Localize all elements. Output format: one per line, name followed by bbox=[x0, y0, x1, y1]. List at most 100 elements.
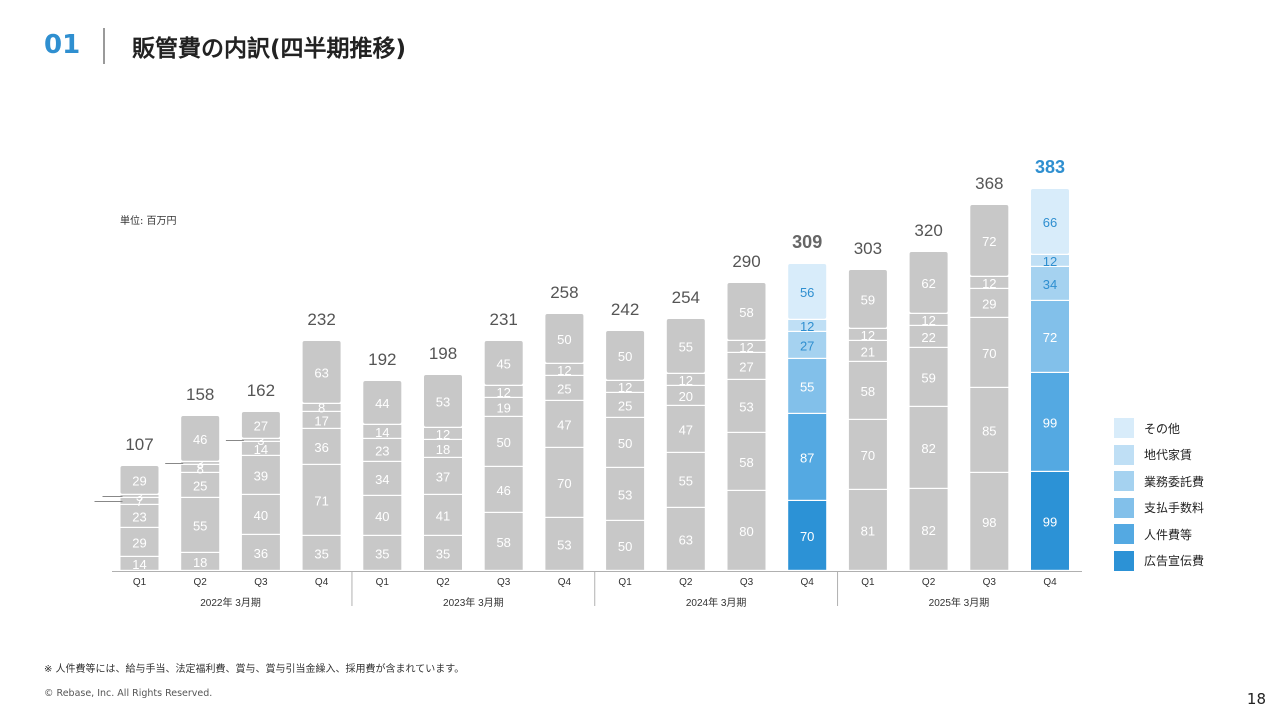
section-number: 01 bbox=[44, 30, 81, 60]
legend-swatch bbox=[1114, 550, 1134, 571]
segment-label: 55 bbox=[679, 340, 693, 355]
bar-segment bbox=[848, 490, 887, 570]
segment-label: 40 bbox=[375, 509, 389, 524]
segment-label: 20 bbox=[679, 389, 693, 404]
segment-label: 34 bbox=[1043, 277, 1057, 292]
bar-total-label: 309 bbox=[792, 232, 822, 252]
segment-label: 27 bbox=[739, 360, 753, 375]
bar-segment bbox=[970, 205, 1009, 276]
quarter-tick-label: Q1 bbox=[618, 577, 632, 588]
segment-label: 46 bbox=[496, 483, 510, 498]
segment-label: 25 bbox=[557, 382, 571, 397]
bar-segment bbox=[788, 264, 827, 319]
bar-segment bbox=[606, 331, 645, 380]
bar-segment bbox=[241, 456, 280, 494]
bar-segment bbox=[788, 332, 827, 358]
bar-segment bbox=[484, 417, 523, 466]
segment-label: 41 bbox=[436, 509, 450, 524]
bar-segment bbox=[1031, 301, 1069, 372]
legend-label: 広告宣伝費 bbox=[1144, 554, 1205, 569]
segment-label: 81 bbox=[861, 524, 875, 539]
segment-label: 58 bbox=[861, 384, 875, 399]
bar-segment bbox=[120, 495, 159, 497]
legend-item: 広告宣伝費 bbox=[1114, 550, 1205, 571]
segment-label: 98 bbox=[982, 515, 996, 530]
segment-label: 25 bbox=[193, 479, 207, 494]
segment-label: 27 bbox=[254, 419, 268, 434]
bar-segment bbox=[120, 466, 159, 494]
segment-label: 12 bbox=[496, 385, 510, 400]
bar-segment bbox=[424, 375, 462, 427]
quarter-tick-label: Q2 bbox=[436, 577, 450, 588]
bar-segment bbox=[363, 425, 402, 438]
segment-label: 53 bbox=[618, 488, 632, 503]
bar-segment bbox=[727, 341, 766, 352]
page-title: 販管費の内訳(四半期推移) bbox=[132, 36, 407, 62]
quarter-tick-label: Q2 bbox=[679, 577, 693, 588]
bar-segment bbox=[545, 364, 584, 375]
bar-segment bbox=[363, 462, 402, 495]
bar-segment bbox=[788, 501, 827, 570]
legend-label: 業務委託費 bbox=[1144, 474, 1205, 489]
bar-segment bbox=[788, 359, 827, 413]
bar-segment bbox=[120, 505, 159, 527]
bar-segment bbox=[241, 442, 280, 455]
bar-segment bbox=[970, 388, 1009, 472]
bar-segment bbox=[181, 553, 220, 570]
legend-label: 支払手数料 bbox=[1144, 501, 1205, 516]
bar-segment bbox=[970, 277, 1009, 288]
segment-label: 34 bbox=[375, 472, 389, 487]
bar-segment bbox=[302, 465, 341, 535]
segment-label: 12 bbox=[739, 340, 753, 355]
bar-total-label: 231 bbox=[490, 310, 518, 329]
bar-segment bbox=[727, 433, 766, 490]
quarter-tick-label: Q3 bbox=[740, 577, 754, 588]
bar-segment bbox=[1031, 373, 1069, 471]
segment-label: 37 bbox=[436, 470, 450, 485]
segment-label: 12 bbox=[557, 363, 571, 378]
legend-swatch bbox=[1114, 471, 1134, 492]
bar-segment bbox=[545, 314, 584, 363]
segment-label: 87 bbox=[800, 451, 814, 466]
legend-item: 地代家賃 bbox=[1114, 444, 1204, 465]
segment-label: 22 bbox=[921, 330, 935, 345]
segment-label: 17 bbox=[314, 414, 328, 429]
bar-segment bbox=[302, 429, 341, 464]
bar-segment bbox=[181, 462, 220, 464]
legend-swatch bbox=[1114, 524, 1134, 545]
bar-segment bbox=[545, 448, 584, 517]
bar-segment bbox=[484, 398, 523, 416]
bar-segment bbox=[545, 401, 584, 447]
segment-label: 19 bbox=[496, 401, 510, 416]
bar-segment bbox=[302, 412, 341, 428]
legend-swatch bbox=[1114, 444, 1134, 465]
segment-label: 12 bbox=[982, 276, 996, 291]
segment-label: 3 bbox=[136, 489, 143, 504]
bar-segment bbox=[484, 467, 523, 512]
bar-segment bbox=[848, 341, 887, 361]
bar-segment bbox=[302, 404, 341, 411]
bar-segment bbox=[545, 518, 584, 570]
bar-segment bbox=[970, 473, 1009, 570]
legend-label: 地代家賃 bbox=[1144, 448, 1193, 463]
segment-label: 50 bbox=[618, 436, 632, 451]
legend-label: その他 bbox=[1144, 421, 1181, 436]
bar-segment bbox=[1031, 472, 1069, 570]
bar-total-label: 162 bbox=[247, 381, 275, 400]
segment-label: 27 bbox=[800, 339, 814, 354]
bar-segment bbox=[1031, 189, 1069, 254]
stacked-bar-chart: 1429237329107Q11855258346158Q23640391432… bbox=[94, 157, 1082, 609]
segment-label: 45 bbox=[496, 357, 510, 372]
bar-segment bbox=[727, 491, 766, 570]
segment-label: 50 bbox=[618, 349, 632, 364]
quarter-tick-label: Q2 bbox=[194, 577, 208, 588]
bar-total-label: 368 bbox=[975, 174, 1003, 193]
fiscal-year-label: 2023年 3月期 bbox=[443, 596, 504, 609]
segment-label: 29 bbox=[132, 474, 146, 489]
segment-label: 3 bbox=[257, 433, 264, 448]
quarter-tick-label: Q4 bbox=[801, 577, 815, 588]
bar-total-label: 242 bbox=[611, 300, 639, 319]
segment-label: 36 bbox=[254, 546, 268, 561]
segment-label: 56 bbox=[800, 285, 814, 300]
segment-label: 50 bbox=[618, 539, 632, 554]
